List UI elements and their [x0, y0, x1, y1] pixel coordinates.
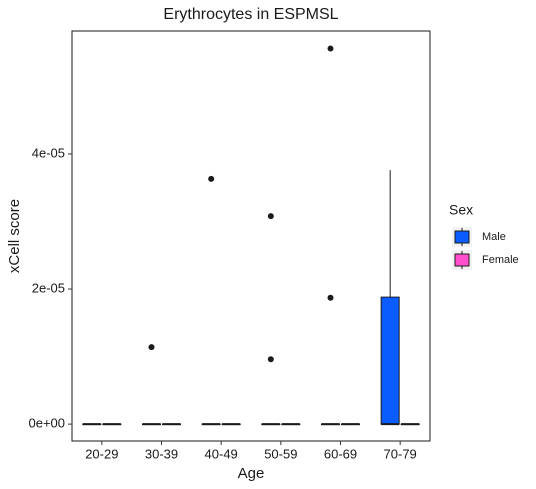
legend-label: Male	[482, 231, 506, 243]
legend-label: Female	[482, 254, 519, 266]
outlier	[208, 175, 215, 182]
legend-key	[454, 230, 470, 244]
x-tick-label: 50-59	[264, 446, 297, 461]
box	[380, 296, 400, 425]
outlier	[327, 45, 334, 52]
x-tick-label: 20-29	[85, 446, 118, 461]
x-axis-label: Age	[238, 465, 265, 482]
outlier	[267, 213, 274, 220]
plot-panel	[71, 30, 431, 442]
y-axis-label: xCell score	[6, 199, 23, 273]
legend-title: Sex	[449, 202, 473, 218]
outlier	[327, 294, 334, 301]
x-tick-label: 60-69	[324, 446, 357, 461]
x-tick-label: 70-79	[384, 446, 417, 461]
y-tick-label: 4e-05	[32, 145, 65, 160]
y-tick-label: 0e+00	[28, 416, 65, 431]
outlier	[148, 344, 155, 351]
x-tick-label: 40-49	[205, 446, 238, 461]
legend-key	[454, 253, 470, 267]
x-tick-label: 30-39	[145, 446, 178, 461]
y-tick-label: 2e-05	[32, 280, 65, 295]
outlier	[267, 356, 274, 363]
chart-title: Erythrocytes in ESPMSL	[163, 6, 338, 23]
